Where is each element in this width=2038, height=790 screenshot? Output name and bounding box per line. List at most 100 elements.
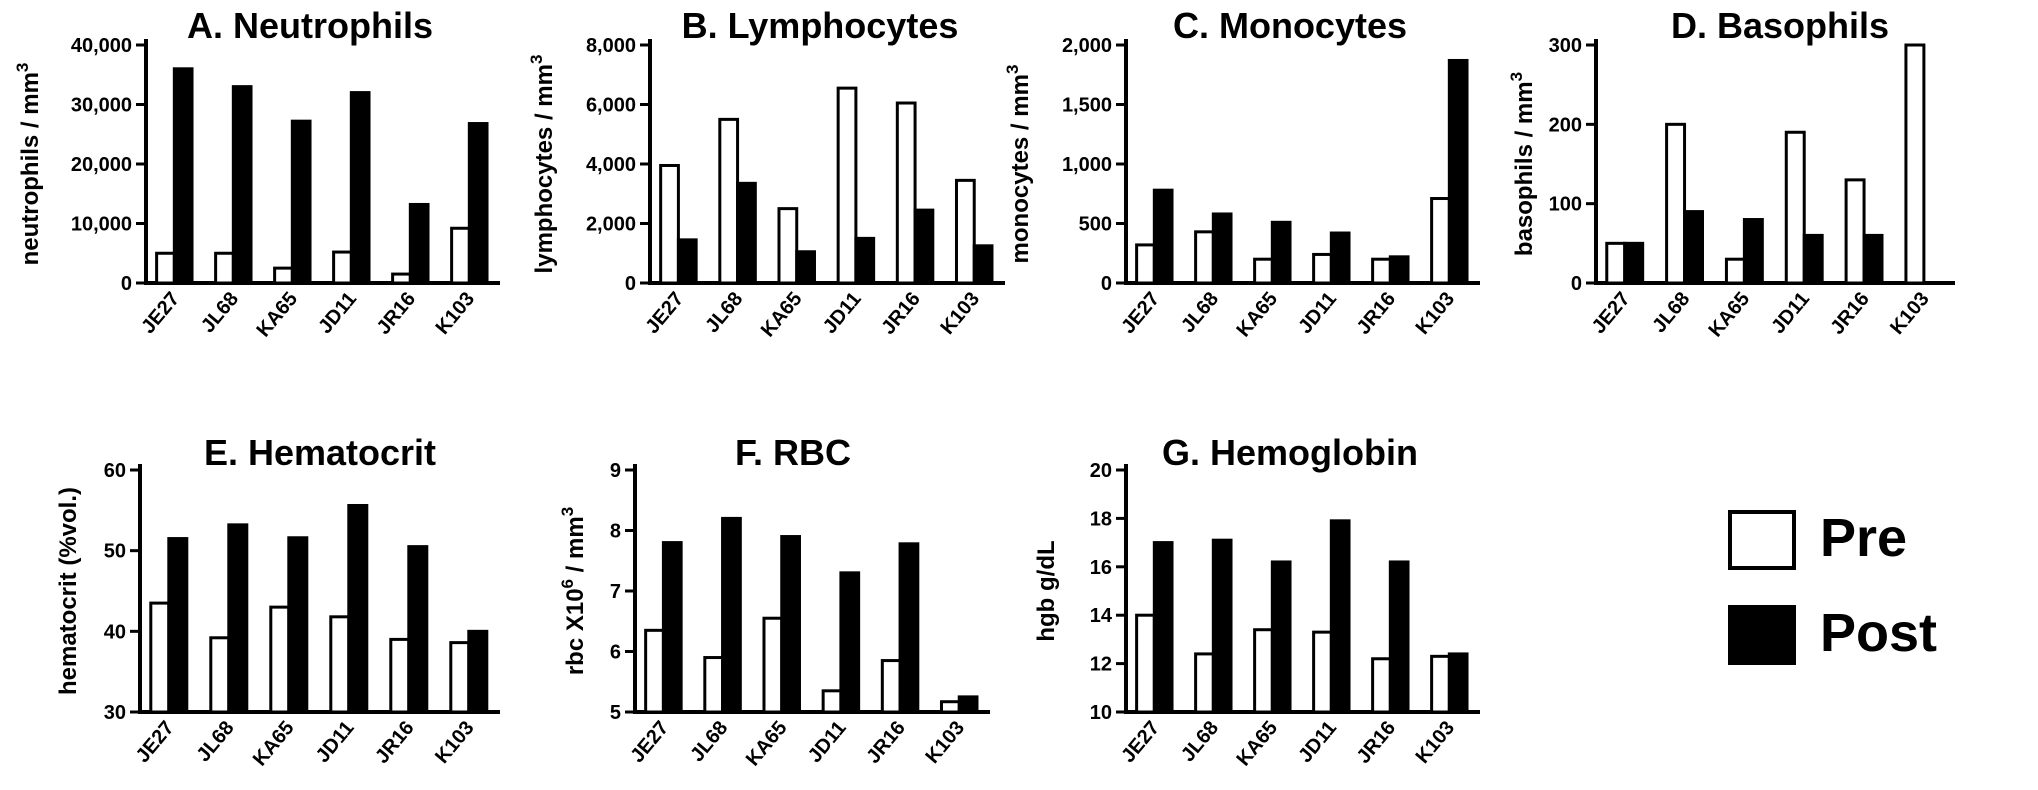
chart-a-ytick-label: 30,000 bbox=[71, 95, 132, 117]
chart-a-bar-pre-jd11 bbox=[332, 250, 353, 285]
chart-c-category-label: K103 bbox=[1412, 288, 1460, 339]
chart-f-bar-post-ka65 bbox=[780, 535, 801, 714]
chart-a-ytick-label: 10,000 bbox=[71, 214, 132, 236]
chart-c-bar-post-je27 bbox=[1152, 188, 1174, 285]
chart-a-category-label: JE27 bbox=[137, 288, 184, 338]
chart-a-category-label: JR16 bbox=[373, 288, 421, 339]
chart-g-category-label: JR16 bbox=[1353, 717, 1401, 768]
chart-f-category-label: KA65 bbox=[742, 717, 792, 770]
chart-b-title: B. Lymphocytes bbox=[682, 5, 959, 46]
chart-f-ytick-label: 5 bbox=[610, 702, 621, 724]
chart-b-category-label: JR16 bbox=[877, 288, 925, 339]
chart-c-ytick-label: 1,500 bbox=[1062, 95, 1112, 117]
chart-f-ylabel: rbc X106 / mm3 bbox=[558, 507, 589, 675]
chart-d-bar-post-je27 bbox=[1623, 241, 1645, 285]
chart-g-category-label: JD11 bbox=[1294, 717, 1341, 767]
chart-e-bar-post-jd11 bbox=[347, 503, 369, 714]
chart-a-ylabel: neutrophils / mm3 bbox=[13, 63, 44, 266]
chart-f-title: F. RBC bbox=[735, 432, 851, 473]
chart-g: G. Hemoglobin 10 12 14 16 18 20 hgb g/dL JE27 JL6… bbox=[1033, 432, 1480, 770]
chart-a-ytick-label: 20,000 bbox=[71, 154, 132, 176]
chart-g-title: G. Hemoglobin bbox=[1162, 432, 1418, 473]
chart-d-ylabel: basophils / mm3 bbox=[1507, 72, 1538, 256]
chart-a-bar-post-ka65 bbox=[290, 119, 312, 285]
chart-e-bar-post-jl68 bbox=[227, 523, 249, 714]
chart-c-bar-pre-jr16 bbox=[1371, 257, 1392, 285]
chart-e-bar-pre-jd11 bbox=[329, 615, 351, 714]
chart-g-bar-post-jd11 bbox=[1329, 519, 1351, 714]
chart-g-bar-pre-jl68 bbox=[1194, 652, 1215, 714]
chart-g-bar-post-jr16 bbox=[1388, 560, 1410, 714]
legend-swatch-pre bbox=[1728, 510, 1796, 570]
chart-e-bar-pre-je27 bbox=[149, 601, 171, 714]
chart-e-title: E. Hematocrit bbox=[204, 432, 436, 473]
chart-b-bar-post-je27 bbox=[676, 238, 698, 285]
chart-c-category-label: JR16 bbox=[1353, 288, 1401, 339]
chart-f-ytick-label: 8 bbox=[610, 521, 621, 543]
chart-f-bar-pre-je27 bbox=[644, 628, 665, 714]
chart-c-ytick-label: 2,000 bbox=[1062, 35, 1112, 57]
chart-f-ytick-label: 6 bbox=[610, 642, 621, 664]
chart-d-bar-post-jr16 bbox=[1862, 233, 1884, 285]
chart-c-bar-post-ka65 bbox=[1270, 220, 1292, 285]
chart-e-bar-pre-jr16 bbox=[389, 637, 411, 714]
chart-c-bar-post-k103 bbox=[1447, 58, 1469, 285]
chart-e-category-label: JE27 bbox=[132, 717, 179, 767]
chart-a-bar-post-je27 bbox=[172, 67, 194, 285]
chart-g-bar-pre-k103 bbox=[1430, 654, 1451, 714]
chart-f-category-label: JL68 bbox=[686, 717, 732, 766]
chart-b-bar-pre-k103 bbox=[954, 178, 976, 285]
chart-f-bar-post-jr16 bbox=[898, 542, 920, 714]
chart-d-bar-pre-jr16 bbox=[1844, 178, 1866, 285]
chart-g-ytick-label: 14 bbox=[1090, 605, 1113, 627]
chart-g-ytick-label: 12 bbox=[1090, 654, 1112, 676]
chart-g-bar-pre-ka65 bbox=[1253, 628, 1274, 714]
chart-b-ylabel: lymphocytes / mm3 bbox=[527, 55, 558, 274]
chart-d-bar-pre-ka65 bbox=[1724, 257, 1746, 285]
chart-e-category-label: JR16 bbox=[371, 717, 419, 768]
chart-f-bar-pre-jd11 bbox=[821, 689, 843, 714]
chart-c-category-label: JL68 bbox=[1177, 288, 1223, 337]
chart-a-ytick-label: 40,000 bbox=[71, 35, 132, 57]
chart-d-category-label: JE27 bbox=[1588, 288, 1635, 338]
chart-g-ytick-label: 16 bbox=[1090, 557, 1112, 579]
chart-c-category-label: KA65 bbox=[1232, 288, 1282, 341]
chart-c-bar-pre-je27 bbox=[1135, 243, 1156, 285]
chart-e-category-label: JD11 bbox=[312, 717, 359, 767]
chart-a-category-label: JL68 bbox=[197, 288, 243, 337]
chart-b-bar-post-ka65 bbox=[795, 250, 816, 285]
chart-d-ytick-label: 300 bbox=[1549, 35, 1582, 57]
chart-g-ytick-label: 18 bbox=[1090, 508, 1112, 530]
legend-swatch-post bbox=[1728, 605, 1796, 665]
chart-b-bar-pre-je27 bbox=[659, 163, 680, 285]
chart-g-category-label: JE27 bbox=[1117, 717, 1164, 767]
chart-c-ytick-label: 1,000 bbox=[1062, 154, 1112, 176]
chart-b-ytick-label: 8,000 bbox=[586, 35, 636, 57]
chart-g-bar-post-jl68 bbox=[1211, 538, 1233, 714]
chart-e: E. Hematocrit 30 40 50 60 hematocrit (%vol.) J… bbox=[55, 432, 500, 770]
chart-e-ytick-label: 40 bbox=[104, 621, 126, 643]
chart-c-category-label: JE27 bbox=[1117, 288, 1164, 338]
chart-d-title: D. Basophils bbox=[1671, 5, 1889, 46]
chart-e-bar-post-je27 bbox=[167, 537, 189, 714]
chart-b-ytick-label: 6,000 bbox=[586, 95, 636, 117]
chart-b-ytick-label: 0 bbox=[625, 273, 636, 295]
chart-f-bar-pre-jl68 bbox=[703, 656, 725, 714]
chart-e-ytick-label: 60 bbox=[104, 460, 126, 482]
chart-g-bar-pre-je27 bbox=[1135, 613, 1156, 714]
chart-b-ytick-label: 4,000 bbox=[586, 154, 636, 176]
chart-g-bar-pre-jd11 bbox=[1312, 630, 1333, 714]
chart-d-bar-pre-jl68 bbox=[1665, 122, 1687, 285]
chart-d-ytick-label: 100 bbox=[1549, 194, 1582, 216]
chart-e-ytick-label: 30 bbox=[104, 702, 126, 724]
chart-b-bar-pre-jl68 bbox=[718, 117, 740, 285]
legend-label-pre: Pre bbox=[1820, 508, 1907, 568]
chart-a-category-label: KA65 bbox=[252, 288, 302, 341]
chart-f-ytick-label: 7 bbox=[610, 581, 621, 603]
chart-c-bar-pre-jl68 bbox=[1194, 230, 1215, 285]
chart-a: A. Neutrophils 0 10,000 20,000 30,000 40,000 n… bbox=[13, 5, 500, 341]
chart-e-bar-pre-k103 bbox=[449, 641, 471, 714]
chart-d-bar-post-ka65 bbox=[1742, 218, 1764, 285]
chart-f: F. RBC 5 6 7 8 9 rbc X106 / mm3 JE27 JL68 KA65 JD1… bbox=[558, 432, 990, 770]
